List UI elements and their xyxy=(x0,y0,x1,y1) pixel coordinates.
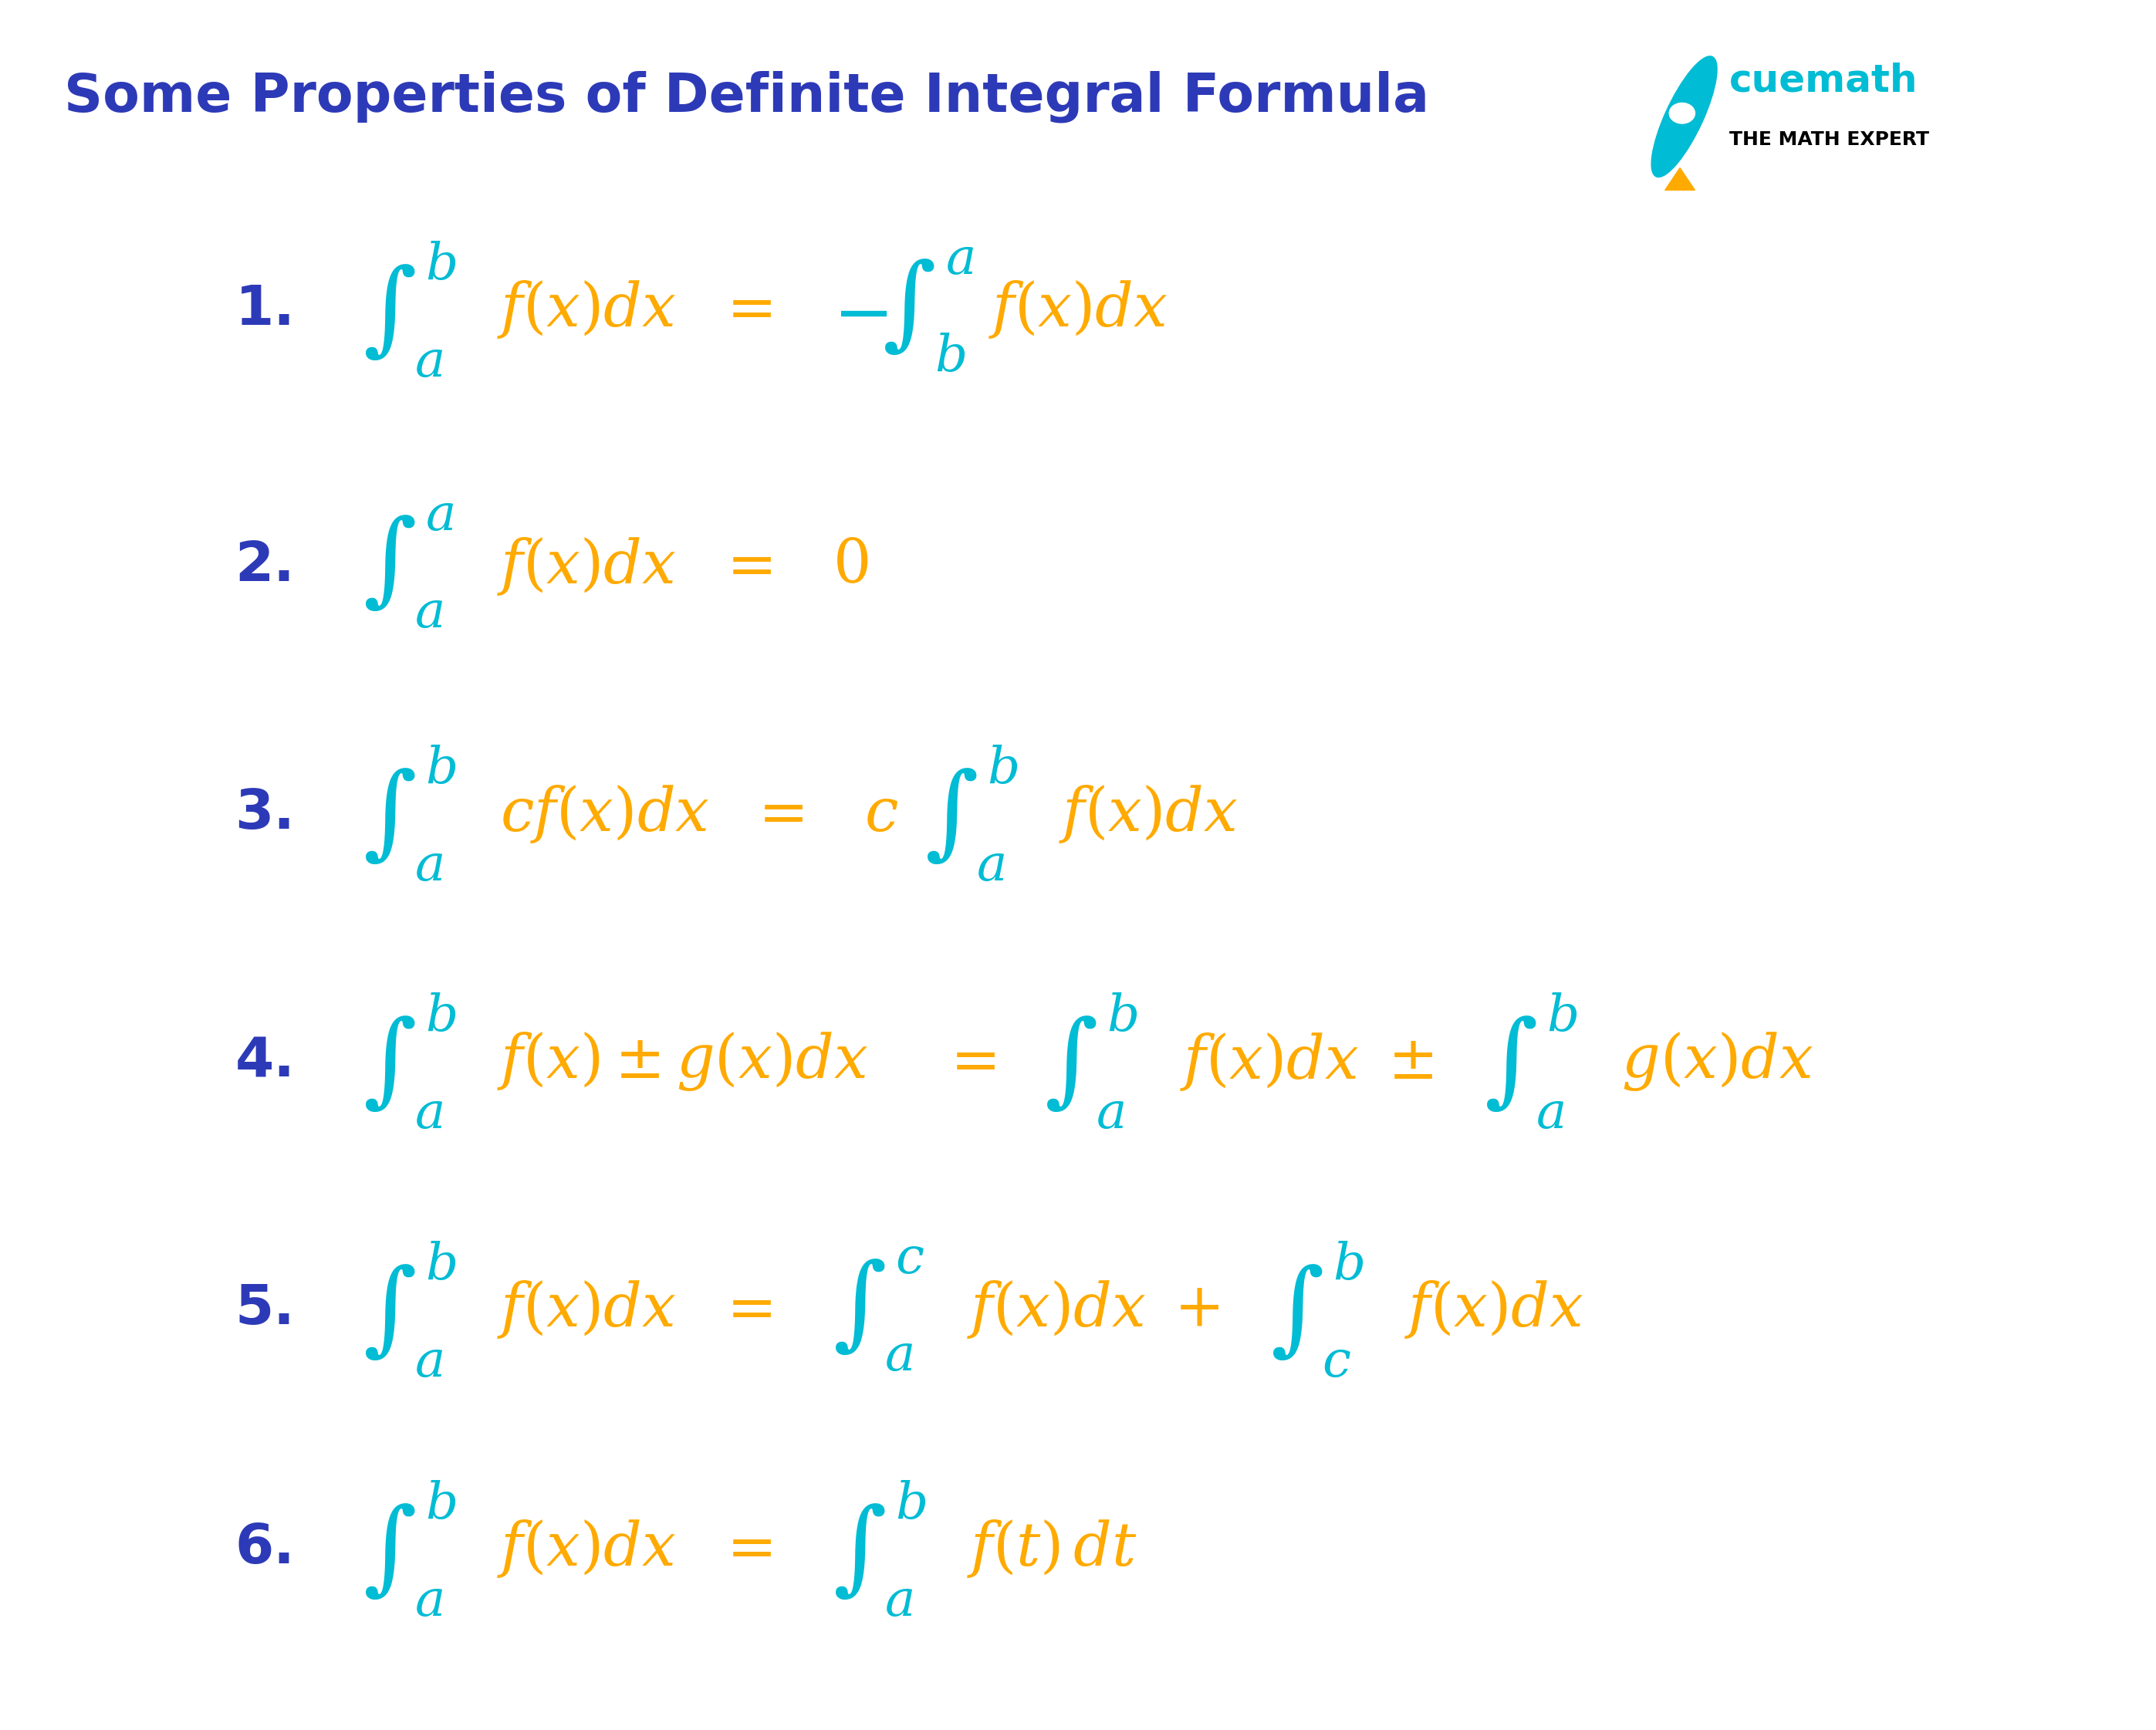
Text: $\int_a^b$: $\int_a^b$ xyxy=(1044,991,1138,1131)
Polygon shape xyxy=(1664,168,1695,190)
Text: $\,f(x)dx$: $\,f(x)dx$ xyxy=(492,279,677,341)
Text: $\int_c^b$: $\int_c^b$ xyxy=(1270,1239,1365,1379)
Text: $\,f(x)dx$: $\,f(x)dx$ xyxy=(1399,1278,1583,1341)
Text: $\,cf(x)dx$: $\,cf(x)dx$ xyxy=(492,784,709,844)
Text: $\,f(x)dx$: $\,f(x)dx$ xyxy=(492,1278,677,1341)
Text: $+$: $+$ xyxy=(1175,1280,1220,1339)
Text: $=$: $=$ xyxy=(716,1280,772,1339)
Text: 6.: 6. xyxy=(235,1522,295,1574)
Text: $\int_a^a$: $\int_a^a$ xyxy=(362,502,455,630)
Text: $\int_a^c$: $\int_a^c$ xyxy=(832,1246,925,1374)
Text: $-\!\int_b^a$: $-\!\int_b^a$ xyxy=(832,246,975,374)
Text: $\,g(x)dx$: $\,g(x)dx$ xyxy=(1613,1031,1813,1093)
Text: 3.: 3. xyxy=(235,787,295,841)
Text: $\,f(x)dx$: $\,f(x)dx$ xyxy=(492,1517,677,1579)
Circle shape xyxy=(1669,104,1695,123)
Text: $0$: $0$ xyxy=(832,536,869,595)
Text: $\int_a^b$: $\int_a^b$ xyxy=(362,1239,457,1379)
Text: $\int_a^b$: $\int_a^b$ xyxy=(832,1479,927,1619)
Text: $=$: $=$ xyxy=(716,536,772,595)
Text: $=$: $=$ xyxy=(940,1033,996,1092)
Text: 2.: 2. xyxy=(235,540,295,593)
Text: $\int_a^b$: $\int_a^b$ xyxy=(925,744,1018,884)
Text: $\pm$: $\pm$ xyxy=(1388,1033,1434,1092)
Text: cuemath: cuemath xyxy=(1729,62,1917,99)
Text: $\,f(x)dx$: $\,f(x)dx$ xyxy=(981,279,1166,341)
Text: 1.: 1. xyxy=(235,284,295,336)
Text: $\,f(x)dx$: $\,f(x)dx$ xyxy=(1052,784,1238,844)
Text: $=$: $=$ xyxy=(716,280,772,339)
Text: $\,f(x)dx$: $\,f(x)dx$ xyxy=(962,1278,1145,1341)
Text: $\,f(x) \pm g(x)dx$: $\,f(x) \pm g(x)dx$ xyxy=(492,1031,869,1093)
Text: $\int_a^b$: $\int_a^b$ xyxy=(362,240,457,381)
Ellipse shape xyxy=(1651,55,1716,176)
Text: $\,f(x)dx$: $\,f(x)dx$ xyxy=(1175,1031,1358,1092)
Text: $\,f(x)dx$: $\,f(x)dx$ xyxy=(492,535,677,597)
Text: $\int_a^b$: $\int_a^b$ xyxy=(1483,991,1578,1131)
Text: $\,f(t)\,dt$: $\,f(t)\,dt$ xyxy=(962,1517,1136,1579)
Text: $c$: $c$ xyxy=(865,784,899,843)
Text: Some Properties of Definite Integral Formula: Some Properties of Definite Integral For… xyxy=(65,71,1429,123)
Text: $=$: $=$ xyxy=(716,1519,772,1578)
Text: $\int_a^b$: $\int_a^b$ xyxy=(362,991,457,1131)
Text: $=$: $=$ xyxy=(748,784,804,843)
Text: 5.: 5. xyxy=(235,1282,295,1336)
Text: $\int_a^b$: $\int_a^b$ xyxy=(362,744,457,884)
Text: $\int_a^b$: $\int_a^b$ xyxy=(362,1479,457,1619)
Text: 4.: 4. xyxy=(235,1035,295,1088)
Text: THE MATH EXPERT: THE MATH EXPERT xyxy=(1729,130,1930,149)
